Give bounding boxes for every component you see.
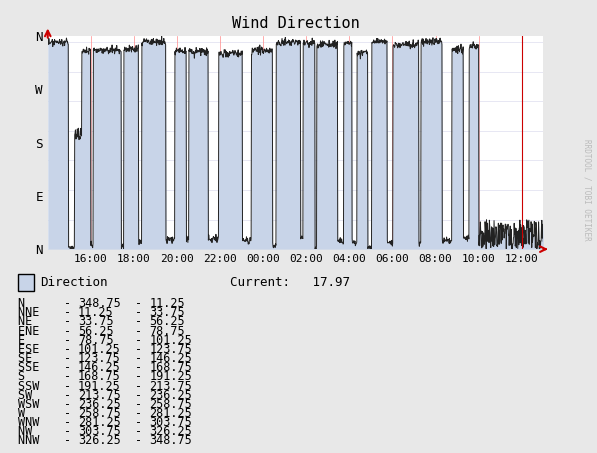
Text: 146.25: 146.25 [149, 352, 192, 365]
Text: 236.25: 236.25 [149, 389, 192, 402]
Text: 168.75: 168.75 [149, 361, 192, 374]
Text: 146.25: 146.25 [78, 361, 121, 374]
Text: -: - [63, 352, 70, 365]
Text: -: - [135, 371, 142, 383]
Text: 348.75: 348.75 [78, 297, 121, 310]
Text: -: - [135, 425, 142, 439]
Text: 191.25: 191.25 [78, 380, 121, 393]
Text: 281.25: 281.25 [78, 416, 121, 429]
Text: 123.75: 123.75 [78, 352, 121, 365]
FancyBboxPatch shape [18, 274, 33, 291]
Text: 213.75: 213.75 [78, 389, 121, 402]
Text: -: - [63, 297, 70, 310]
Text: NE: NE [18, 315, 46, 328]
Text: 303.75: 303.75 [149, 416, 192, 429]
Text: -: - [63, 343, 70, 356]
Text: 101.25: 101.25 [149, 334, 192, 347]
Text: SE: SE [18, 352, 46, 365]
Text: -: - [63, 398, 70, 411]
Text: -: - [63, 389, 70, 402]
Text: W: W [18, 407, 46, 420]
Text: -: - [63, 434, 70, 448]
Text: SW: SW [18, 389, 46, 402]
Text: 56.25: 56.25 [78, 325, 113, 337]
Text: -: - [135, 315, 142, 328]
Text: SSE: SSE [18, 361, 46, 374]
Text: -: - [135, 352, 142, 365]
Text: Current:   17.97: Current: 17.97 [230, 276, 350, 289]
Text: -: - [63, 425, 70, 439]
Text: S: S [18, 371, 46, 383]
Text: ENE: ENE [18, 325, 46, 337]
Title: Wind Direction: Wind Direction [232, 16, 359, 31]
Text: -: - [63, 407, 70, 420]
Text: 236.25: 236.25 [78, 398, 121, 411]
Text: -: - [63, 325, 70, 337]
Text: 258.75: 258.75 [149, 398, 192, 411]
Text: SSW: SSW [18, 380, 46, 393]
Text: -: - [63, 416, 70, 429]
Text: 348.75: 348.75 [149, 434, 192, 448]
Text: -: - [63, 306, 70, 319]
Text: 33.75: 33.75 [149, 306, 185, 319]
Text: -: - [135, 398, 142, 411]
Text: WNW: WNW [18, 416, 46, 429]
Text: 33.75: 33.75 [78, 315, 113, 328]
Text: 213.75: 213.75 [149, 380, 192, 393]
Text: 303.75: 303.75 [78, 425, 121, 439]
Text: WSW: WSW [18, 398, 46, 411]
Text: 11.25: 11.25 [78, 306, 113, 319]
Text: -: - [135, 407, 142, 420]
Text: -: - [135, 297, 142, 310]
Text: ESE: ESE [18, 343, 46, 356]
Text: -: - [135, 306, 142, 319]
Text: -: - [63, 315, 70, 328]
Text: 281.25: 281.25 [149, 407, 192, 420]
Text: 56.25: 56.25 [149, 315, 185, 328]
Text: -: - [135, 334, 142, 347]
Text: E: E [18, 334, 46, 347]
Text: 168.75: 168.75 [78, 371, 121, 383]
Text: 11.25: 11.25 [149, 297, 185, 310]
Text: NNW: NNW [18, 434, 46, 448]
Text: -: - [135, 361, 142, 374]
Text: NNE: NNE [18, 306, 46, 319]
Text: Direction: Direction [41, 276, 108, 289]
Text: NW: NW [18, 425, 46, 439]
Text: -: - [135, 325, 142, 337]
Text: 78.75: 78.75 [78, 334, 113, 347]
Text: 123.75: 123.75 [149, 343, 192, 356]
Text: 258.75: 258.75 [78, 407, 121, 420]
Text: -: - [63, 380, 70, 393]
Text: 191.25: 191.25 [149, 371, 192, 383]
Text: 326.25: 326.25 [149, 425, 192, 439]
Text: -: - [63, 334, 70, 347]
Text: -: - [63, 361, 70, 374]
Text: 326.25: 326.25 [78, 434, 121, 448]
Text: -: - [135, 416, 142, 429]
Text: 78.75: 78.75 [149, 325, 185, 337]
Text: -: - [135, 343, 142, 356]
Text: RRDTOOL / TOBI OETIKER: RRDTOOL / TOBI OETIKER [583, 140, 592, 241]
Text: 101.25: 101.25 [78, 343, 121, 356]
Text: N: N [18, 297, 46, 310]
Text: -: - [135, 389, 142, 402]
Text: -: - [63, 371, 70, 383]
Text: -: - [135, 380, 142, 393]
Text: -: - [135, 434, 142, 448]
